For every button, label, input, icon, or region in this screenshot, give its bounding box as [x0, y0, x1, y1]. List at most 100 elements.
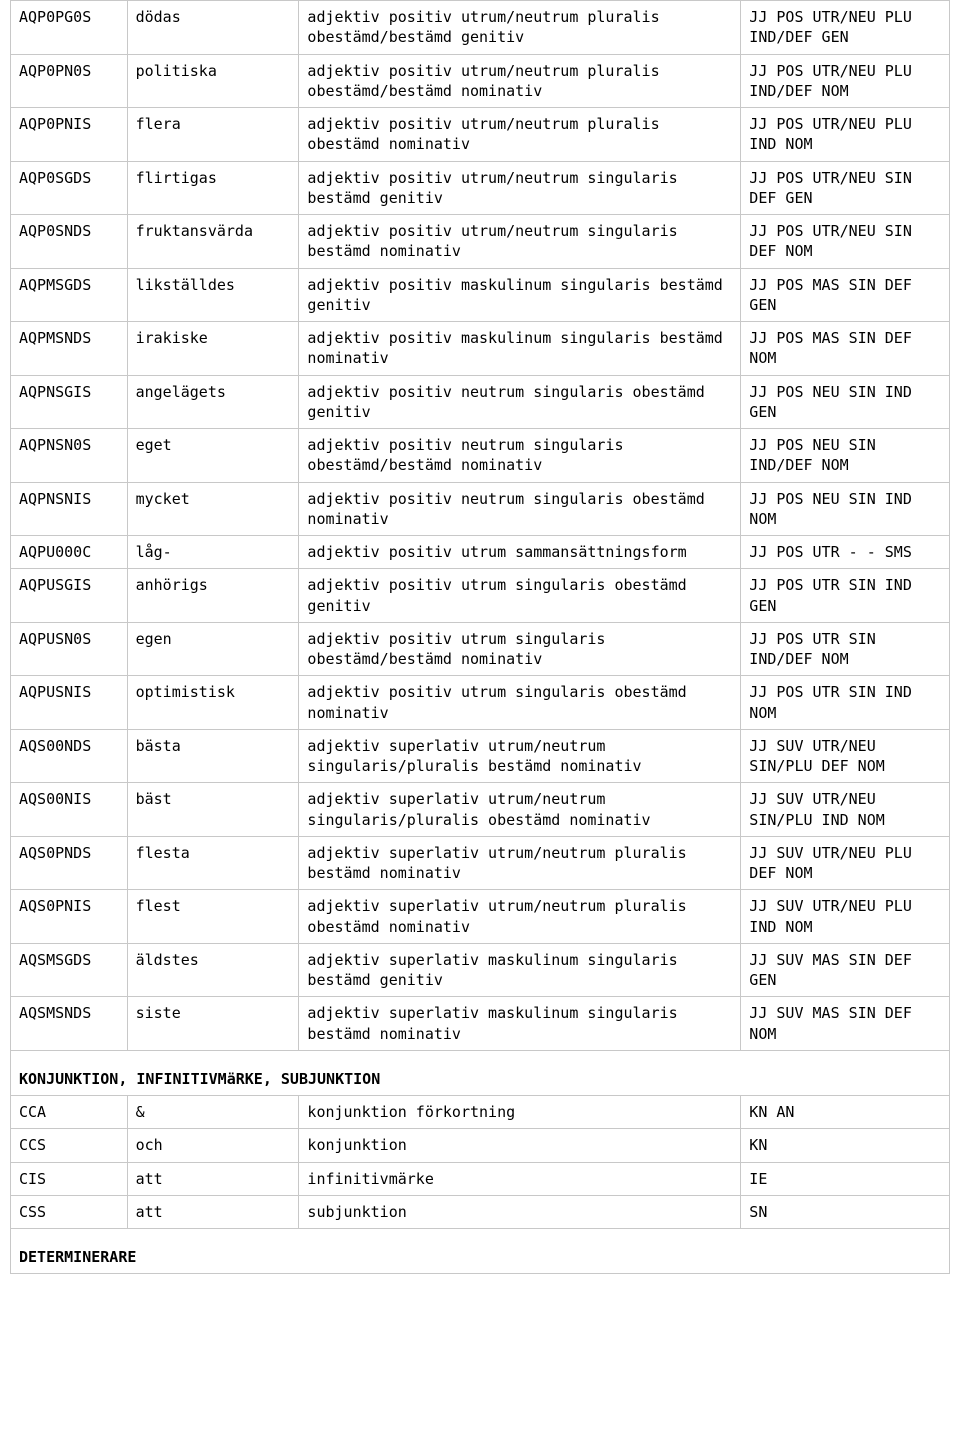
tag-cell: JJ POS UTR/NEU SIN DEF NOM	[741, 215, 950, 269]
example-cell: irakiske	[127, 322, 299, 376]
table-row: AQPNSNISmycketadjektiv positiv neutrum s…	[11, 482, 950, 536]
code-cell: AQPMSGDS	[11, 268, 128, 322]
table-row: AQPU000Clåg-adjektiv positiv utrum samma…	[11, 536, 950, 569]
code-cell: AQPU000C	[11, 536, 128, 569]
description-cell: adjektiv positiv neutrum singularis obes…	[299, 482, 741, 536]
table-row: AQS0PNISflestadjektiv superlativ utrum/n…	[11, 890, 950, 944]
tag-cell: IE	[741, 1162, 950, 1195]
table-row: AQSMSGDSäldstesadjektiv superlativ masku…	[11, 943, 950, 997]
tag-cell: JJ SUV MAS SIN DEF NOM	[741, 997, 950, 1051]
table-row: AQP0PNISfleraadjektiv positiv utrum/neut…	[11, 108, 950, 162]
description-cell: subjunktion	[299, 1195, 741, 1228]
example-cell: politiska	[127, 54, 299, 108]
code-cell: AQS0PNIS	[11, 890, 128, 944]
example-cell: dödas	[127, 1, 299, 55]
code-cell: AQS00NIS	[11, 783, 128, 837]
tag-cell: KN AN	[741, 1096, 950, 1129]
code-cell: AQPUSNIS	[11, 676, 128, 730]
tag-cell: JJ POS MAS SIN DEF GEN	[741, 268, 950, 322]
table-row: AQPMSGDSlikställdesadjektiv positiv mask…	[11, 268, 950, 322]
code-cell: CCA	[11, 1096, 128, 1129]
code-cell: CSS	[11, 1195, 128, 1228]
description-cell: adjektiv superlativ utrum/neutrum plural…	[299, 890, 741, 944]
section-header: DETERMINERARE	[11, 1229, 950, 1274]
tag-cell: JJ SUV MAS SIN DEF GEN	[741, 943, 950, 997]
example-cell: äldstes	[127, 943, 299, 997]
code-cell: AQP0SNDS	[11, 215, 128, 269]
section-title: KONJUNKTION, INFINITIVMäRKE, SUBJUNKTION	[11, 1050, 950, 1095]
code-cell: AQP0PN0S	[11, 54, 128, 108]
example-cell: flera	[127, 108, 299, 162]
description-cell: adjektiv positiv utrum singularis obestä…	[299, 676, 741, 730]
tag-cell: JJ POS UTR/NEU PLU IND/DEF GEN	[741, 1, 950, 55]
code-cell: AQP0SGDS	[11, 161, 128, 215]
code-cell: AQSMSGDS	[11, 943, 128, 997]
tagset-table: AQP0PG0Sdödasadjektiv positiv utrum/neut…	[10, 0, 950, 1274]
description-cell: adjektiv positiv utrum/neutrum singulari…	[299, 215, 741, 269]
tag-cell: JJ POS NEU SIN IND GEN	[741, 375, 950, 429]
tag-cell: JJ POS NEU SIN IND/DEF NOM	[741, 429, 950, 483]
tag-cell: JJ POS UTR SIN IND/DEF NOM	[741, 622, 950, 676]
description-cell: adjektiv superlativ maskulinum singulari…	[299, 943, 741, 997]
table-row: AQPMSNDSirakiskeadjektiv positiv maskuli…	[11, 322, 950, 376]
code-cell: AQPNSNIS	[11, 482, 128, 536]
example-cell: mycket	[127, 482, 299, 536]
table-row: AQSMSNDSsisteadjektiv superlativ maskuli…	[11, 997, 950, 1051]
code-cell: AQPNSGIS	[11, 375, 128, 429]
example-cell: eget	[127, 429, 299, 483]
example-cell: anhörigs	[127, 569, 299, 623]
example-cell: bäst	[127, 783, 299, 837]
description-cell: konjunktion	[299, 1129, 741, 1162]
page: AQP0PG0Sdödasadjektiv positiv utrum/neut…	[0, 0, 960, 1314]
code-cell: CCS	[11, 1129, 128, 1162]
code-cell: AQSMSNDS	[11, 997, 128, 1051]
example-cell: egen	[127, 622, 299, 676]
description-cell: adjektiv superlativ utrum/neutrum plural…	[299, 836, 741, 890]
tag-cell: JJ POS UTR SIN IND NOM	[741, 676, 950, 730]
description-cell: infinitivmärke	[299, 1162, 741, 1195]
table-row: CSSattsubjunktionSN	[11, 1195, 950, 1228]
tag-cell: JJ POS UTR/NEU PLU IND/DEF NOM	[741, 54, 950, 108]
description-cell: adjektiv superlativ utrum/neutrum singul…	[299, 729, 741, 783]
description-cell: adjektiv positiv neutrum singularis obes…	[299, 429, 741, 483]
description-cell: adjektiv superlativ maskulinum singulari…	[299, 997, 741, 1051]
tag-cell: KN	[741, 1129, 950, 1162]
description-cell: adjektiv positiv maskulinum singularis b…	[299, 268, 741, 322]
tag-cell: JJ POS MAS SIN DEF NOM	[741, 322, 950, 376]
section-header: KONJUNKTION, INFINITIVMäRKE, SUBJUNKTION	[11, 1050, 950, 1095]
example-cell: angelägets	[127, 375, 299, 429]
tag-cell: SN	[741, 1195, 950, 1228]
table-row: CISattinfinitivmärkeIE	[11, 1162, 950, 1195]
code-cell: AQPNSN0S	[11, 429, 128, 483]
description-cell: adjektiv positiv utrum singularis obestä…	[299, 622, 741, 676]
code-cell: AQPUSGIS	[11, 569, 128, 623]
tag-cell: JJ POS UTR - - SMS	[741, 536, 950, 569]
description-cell: adjektiv positiv utrum singularis obestä…	[299, 569, 741, 623]
example-cell: likställdes	[127, 268, 299, 322]
table-row: CCSochkonjunktionKN	[11, 1129, 950, 1162]
description-cell: adjektiv positiv utrum/neutrum singulari…	[299, 161, 741, 215]
example-cell: bästa	[127, 729, 299, 783]
code-cell: AQS00NDS	[11, 729, 128, 783]
table-row: AQPNSGISangelägetsadjektiv positiv neutr…	[11, 375, 950, 429]
table-row: CCA&konjunktion förkortningKN AN	[11, 1096, 950, 1129]
example-cell: flest	[127, 890, 299, 944]
example-cell: &	[127, 1096, 299, 1129]
tag-cell: JJ SUV UTR/NEU SIN/PLU DEF NOM	[741, 729, 950, 783]
code-cell: AQPMSNDS	[11, 322, 128, 376]
tag-cell: JJ POS UTR/NEU SIN DEF GEN	[741, 161, 950, 215]
example-cell: flesta	[127, 836, 299, 890]
tag-cell: JJ POS UTR SIN IND GEN	[741, 569, 950, 623]
tag-cell: JJ SUV UTR/NEU PLU IND NOM	[741, 890, 950, 944]
tag-cell: JJ POS NEU SIN IND NOM	[741, 482, 950, 536]
table-row: AQPUSGISanhörigsadjektiv positiv utrum s…	[11, 569, 950, 623]
example-cell: att	[127, 1162, 299, 1195]
description-cell: adjektiv positiv utrum/neutrum pluralis …	[299, 1, 741, 55]
description-cell: adjektiv positiv maskulinum singularis b…	[299, 322, 741, 376]
example-cell: flirtigas	[127, 161, 299, 215]
example-cell: att	[127, 1195, 299, 1228]
example-cell: optimistisk	[127, 676, 299, 730]
example-cell: fruktansvärda	[127, 215, 299, 269]
example-cell: låg-	[127, 536, 299, 569]
tag-cell: JJ POS UTR/NEU PLU IND NOM	[741, 108, 950, 162]
